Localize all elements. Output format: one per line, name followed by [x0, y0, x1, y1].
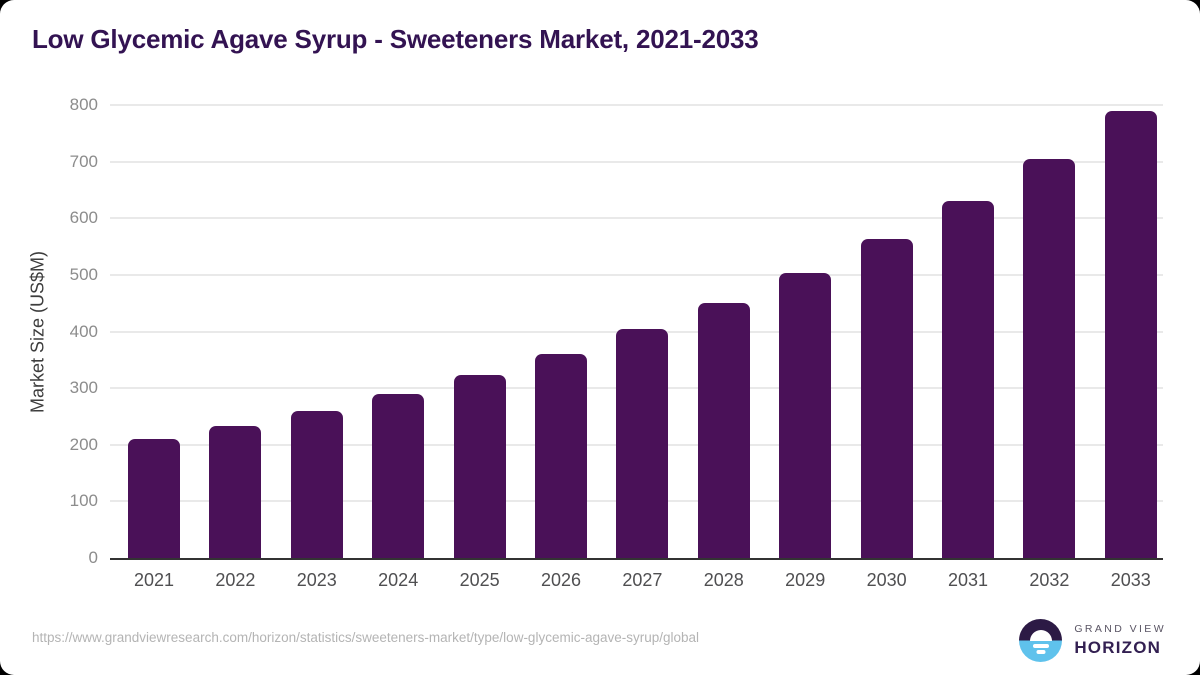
x-axis-tick-label: 2023: [296, 570, 337, 590]
source-url: https://www.grandviewresearch.com/horizo…: [32, 630, 700, 645]
horizon-sunrise-icon: [1019, 619, 1063, 662]
x-axis-tick-label: 2031: [947, 570, 989, 590]
y-axis-tick-label: 600: [69, 208, 98, 228]
bar-2029[interactable]: [779, 273, 832, 558]
y-axis-tick-label: 400: [69, 321, 98, 341]
bar-2033[interactable]: [1104, 110, 1157, 558]
y-axis-tick-label: 300: [69, 378, 98, 398]
y-axis-tick-label: 0: [88, 548, 98, 567]
x-axis-tick-label: 2021: [133, 570, 175, 590]
bar-2031[interactable]: [942, 201, 994, 558]
x-axis-tick-label: 2027: [622, 570, 663, 590]
gridline-700: [110, 160, 1163, 163]
bar-2027[interactable]: [616, 329, 669, 558]
x-axis-tick-label: 2022: [215, 570, 256, 590]
y-axis-tick-label: 700: [69, 151, 98, 171]
bar-2028[interactable]: [697, 302, 750, 558]
bar-2030[interactable]: [860, 238, 913, 558]
bar-2022[interactable]: [209, 426, 262, 558]
sun-arch-shape: [1029, 629, 1052, 641]
y-axis-tick-label: 800: [69, 95, 98, 114]
y-axis-tick-label: 100: [69, 491, 98, 511]
grand-view-horizon-logo[interactable]: GRAND VIEW HORIZON: [1019, 619, 1166, 662]
y-axis-tick-label: 200: [69, 434, 98, 454]
logo-line-grand-view: GRAND VIEW: [1074, 623, 1166, 635]
x-axis-tick-label: 2025: [459, 570, 500, 590]
bar-2025[interactable]: [453, 375, 506, 558]
reflection-line-2: [1036, 650, 1046, 654]
x-axis-tick-label: 2030: [866, 570, 907, 590]
gridline-800: [110, 104, 1163, 106]
bar-2032[interactable]: [1023, 158, 1076, 558]
y-axis-tick-label: 500: [69, 264, 98, 284]
bar-2026[interactable]: [535, 354, 587, 558]
gridline-500: [110, 273, 1163, 276]
x-axis-tick-label: 2033: [1110, 570, 1151, 590]
reflection-line-1: [1032, 644, 1049, 648]
x-axis-tick-label: 2024: [378, 570, 419, 590]
logo-text: GRAND VIEW HORIZON: [1074, 623, 1166, 658]
bar-2023[interactable]: [290, 411, 343, 558]
x-axis-tick-label: 2028: [703, 570, 744, 590]
x-axis-line: [110, 558, 1163, 560]
x-axis-tick-label: 2026: [540, 570, 582, 590]
bar-2024[interactable]: [372, 393, 425, 558]
gridline-600: [110, 217, 1163, 220]
x-axis-tick-label: 2032: [1029, 570, 1070, 590]
logo-line-horizon: HORIZON: [1074, 638, 1162, 657]
x-axis-tick-label: 2029: [785, 570, 826, 590]
chart-title: Low Glycemic Agave Syrup - Sweeteners Ma…: [32, 24, 759, 54]
bar-2021[interactable]: [128, 439, 180, 558]
